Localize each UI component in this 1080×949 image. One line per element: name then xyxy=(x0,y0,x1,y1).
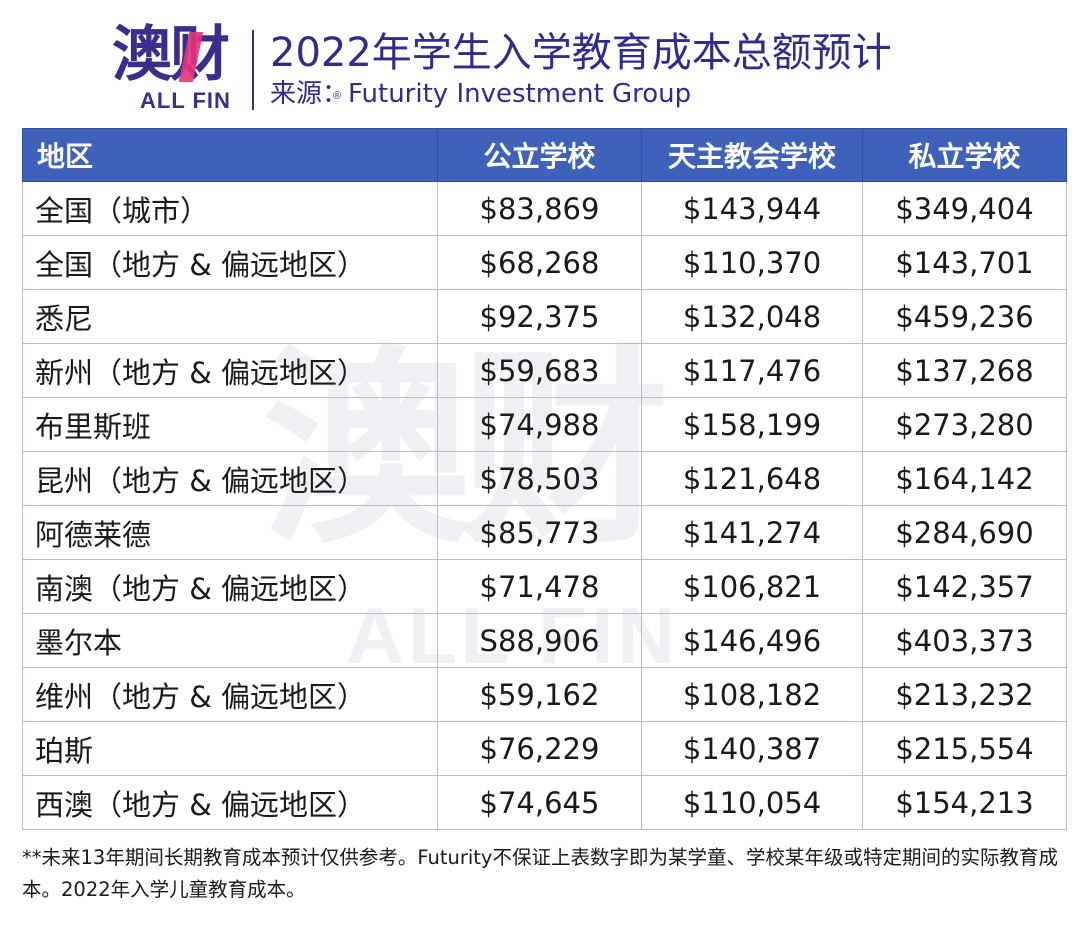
public-school-cell: $59,683 xyxy=(437,343,642,398)
public-school-cell: $83,869 xyxy=(437,181,642,236)
table-body: 全国（城市） $83,869 $143,944 $349,404 全国（地方 & 偏远地… xyxy=(22,181,1067,830)
catholic-school-cell: $110,054 xyxy=(641,775,863,830)
page-subtitle: 来源：Futurity Investment Group xyxy=(270,79,692,109)
private-school-cell: $349,404 xyxy=(862,181,1067,236)
page-title: 2022年学生入学教育成本总额预计 xyxy=(270,30,892,76)
table-row: 全国（地方 & 偏远地区） $68,268 $110,370 $143,701 xyxy=(22,235,1067,290)
logo-en: ALL FIN xyxy=(140,88,231,113)
catholic-school-cell: $158,199 xyxy=(641,397,863,452)
catholic-school-cell: $121,648 xyxy=(641,451,863,506)
region-cell: 阿德莱德 xyxy=(22,505,438,560)
table-row: 墨尔本 S88,906 $146,496 $403,373 xyxy=(22,613,1067,668)
cost-table-container: 地区 公立学校 天主教会学校 私立学校 全国（城市） $83,869 $143,94… xyxy=(22,128,1067,830)
catholic-school-cell: $106,821 xyxy=(641,559,863,614)
private-school-cell: $143,701 xyxy=(862,235,1067,290)
logo-chars: 澳财 xyxy=(112,20,230,90)
private-school-cell: $215,554 xyxy=(862,721,1067,776)
cost-table: 地区 公立学校 天主教会学校 私立学校 全国（城市） $83,869 $143,94… xyxy=(22,128,1067,830)
catholic-school-cell: $132,048 xyxy=(641,289,863,344)
catholic-school-cell: $143,944 xyxy=(641,181,863,236)
region-cell: 西澳（地方 & 偏远地区） xyxy=(22,775,438,830)
table-row: 全国（城市） $83,869 $143,944 $349,404 xyxy=(22,181,1067,236)
table-row: 昆州（地方 & 偏远地区） $78,503 $121,648 $164,142 xyxy=(22,451,1067,506)
public-school-cell: S88,906 xyxy=(437,613,642,668)
private-school-cell: $403,373 xyxy=(862,613,1067,668)
catholic-school-cell: $146,496 xyxy=(641,613,863,668)
region-cell: 新州（地方 & 偏远地区） xyxy=(22,343,438,398)
region-cell: 全国（地方 & 偏远地区） xyxy=(22,235,438,290)
catholic-school-cell: $141,274 xyxy=(641,505,863,560)
public-school-cell: $78,503 xyxy=(437,451,642,506)
region-cell: 全国（城市） xyxy=(22,181,438,236)
table-row: 阿德莱德 $85,773 $141,274 $284,690 xyxy=(22,505,1067,560)
region-cell: 维州（地方 & 偏远地区） xyxy=(22,667,438,722)
region-cell: 南澳（地方 & 偏远地区） xyxy=(22,559,438,614)
private-school-cell: $213,232 xyxy=(862,667,1067,722)
public-school-cell: $68,268 xyxy=(437,235,642,290)
table-header-row: 地区 公立学校 天主教会学校 私立学校 xyxy=(22,128,1067,182)
table-row: 悉尼 $92,375 $132,048 $459,236 xyxy=(22,289,1067,344)
column-header-catholic: 天主教会学校 xyxy=(641,128,863,182)
catholic-school-cell: $110,370 xyxy=(641,235,863,290)
region-cell: 墨尔本 xyxy=(22,613,438,668)
private-school-cell: $284,690 xyxy=(862,505,1067,560)
table-row: 维州（地方 & 偏远地区） $59,162 $108,182 $213,232 xyxy=(22,667,1067,722)
private-school-cell: $273,280 xyxy=(862,397,1067,452)
column-header-public: 公立学校 xyxy=(437,128,642,182)
private-school-cell: $137,268 xyxy=(862,343,1067,398)
catholic-school-cell: $108,182 xyxy=(641,667,863,722)
region-cell: 昆州（地方 & 偏远地区） xyxy=(22,451,438,506)
region-cell: 悉尼 xyxy=(22,289,438,344)
public-school-cell: $92,375 xyxy=(437,289,642,344)
region-cell: 珀斯 xyxy=(22,721,438,776)
public-school-cell: $59,162 xyxy=(437,667,642,722)
public-school-cell: $85,773 xyxy=(437,505,642,560)
private-school-cell: $142,357 xyxy=(862,559,1067,614)
footnote: **未来13年期间长期教育成本预计仅供参考。Futurity不保证上表数字即为某… xyxy=(22,846,1058,901)
private-school-cell: $164,142 xyxy=(862,451,1067,506)
public-school-cell: $71,478 xyxy=(437,559,642,614)
column-header-region: 地区 xyxy=(22,128,438,182)
public-school-cell: $74,988 xyxy=(437,397,642,452)
public-school-cell: $74,645 xyxy=(437,775,642,830)
table-row: 南澳（地方 & 偏远地区） $71,478 $106,821 $142,357 xyxy=(22,559,1067,614)
header-divider xyxy=(252,30,254,110)
private-school-cell: $154,213 xyxy=(862,775,1067,830)
allfin-logo: 澳财 ALL FIN ® xyxy=(112,20,341,118)
table-row: 新州（地方 & 偏远地区） $59,683 $117,476 $137,268 xyxy=(22,343,1067,398)
table-row: 布里斯班 $74,988 $158,199 $273,280 xyxy=(22,397,1067,452)
region-cell: 布里斯班 xyxy=(22,397,438,452)
private-school-cell: $459,236 xyxy=(862,289,1067,344)
public-school-cell: $76,229 xyxy=(437,721,642,776)
catholic-school-cell: $117,476 xyxy=(641,343,863,398)
logo-registered-mark: ® xyxy=(333,90,342,102)
page-header: 澳财 ALL FIN ® 2022年学生入学教育成本总额预计 来源：Futuri… xyxy=(0,0,1080,120)
table-row: 珀斯 $76,229 $140,387 $215,554 xyxy=(22,721,1067,776)
catholic-school-cell: $140,387 xyxy=(641,721,863,776)
column-header-private: 私立学校 xyxy=(862,128,1067,182)
table-row: 西澳（地方 & 偏远地区） $74,645 $110,054 $154,213 xyxy=(22,775,1067,830)
